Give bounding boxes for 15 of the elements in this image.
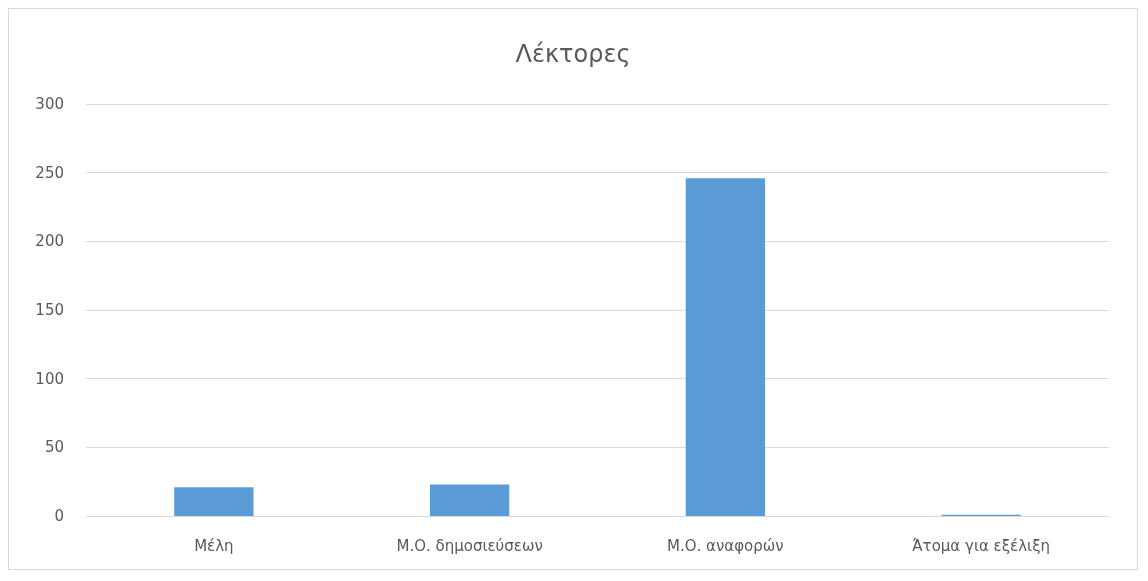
bar [685,178,766,516]
x-tick-label: Μέλη [194,536,234,555]
y-tick-label: 50 [44,438,64,457]
bar [174,487,254,516]
x-tick-label: Μ.Ο. δημοσιεύσεων [396,536,543,555]
y-tick-label: 150 [35,301,64,319]
y-tick-label: 250 [35,163,64,182]
y-tick-label: 200 [35,232,64,251]
y-tick-label: 300 [35,95,64,113]
bar [429,484,510,516]
y-tick-label: 100 [35,369,64,388]
y-tick-label: 0 [54,507,64,525]
chart-title: Λέκτορες [515,40,631,68]
x-tick-label: Άτομα για εξέλιξη [912,536,1051,555]
x-tick-label: Μ.Ο. αναφορών [667,536,784,555]
